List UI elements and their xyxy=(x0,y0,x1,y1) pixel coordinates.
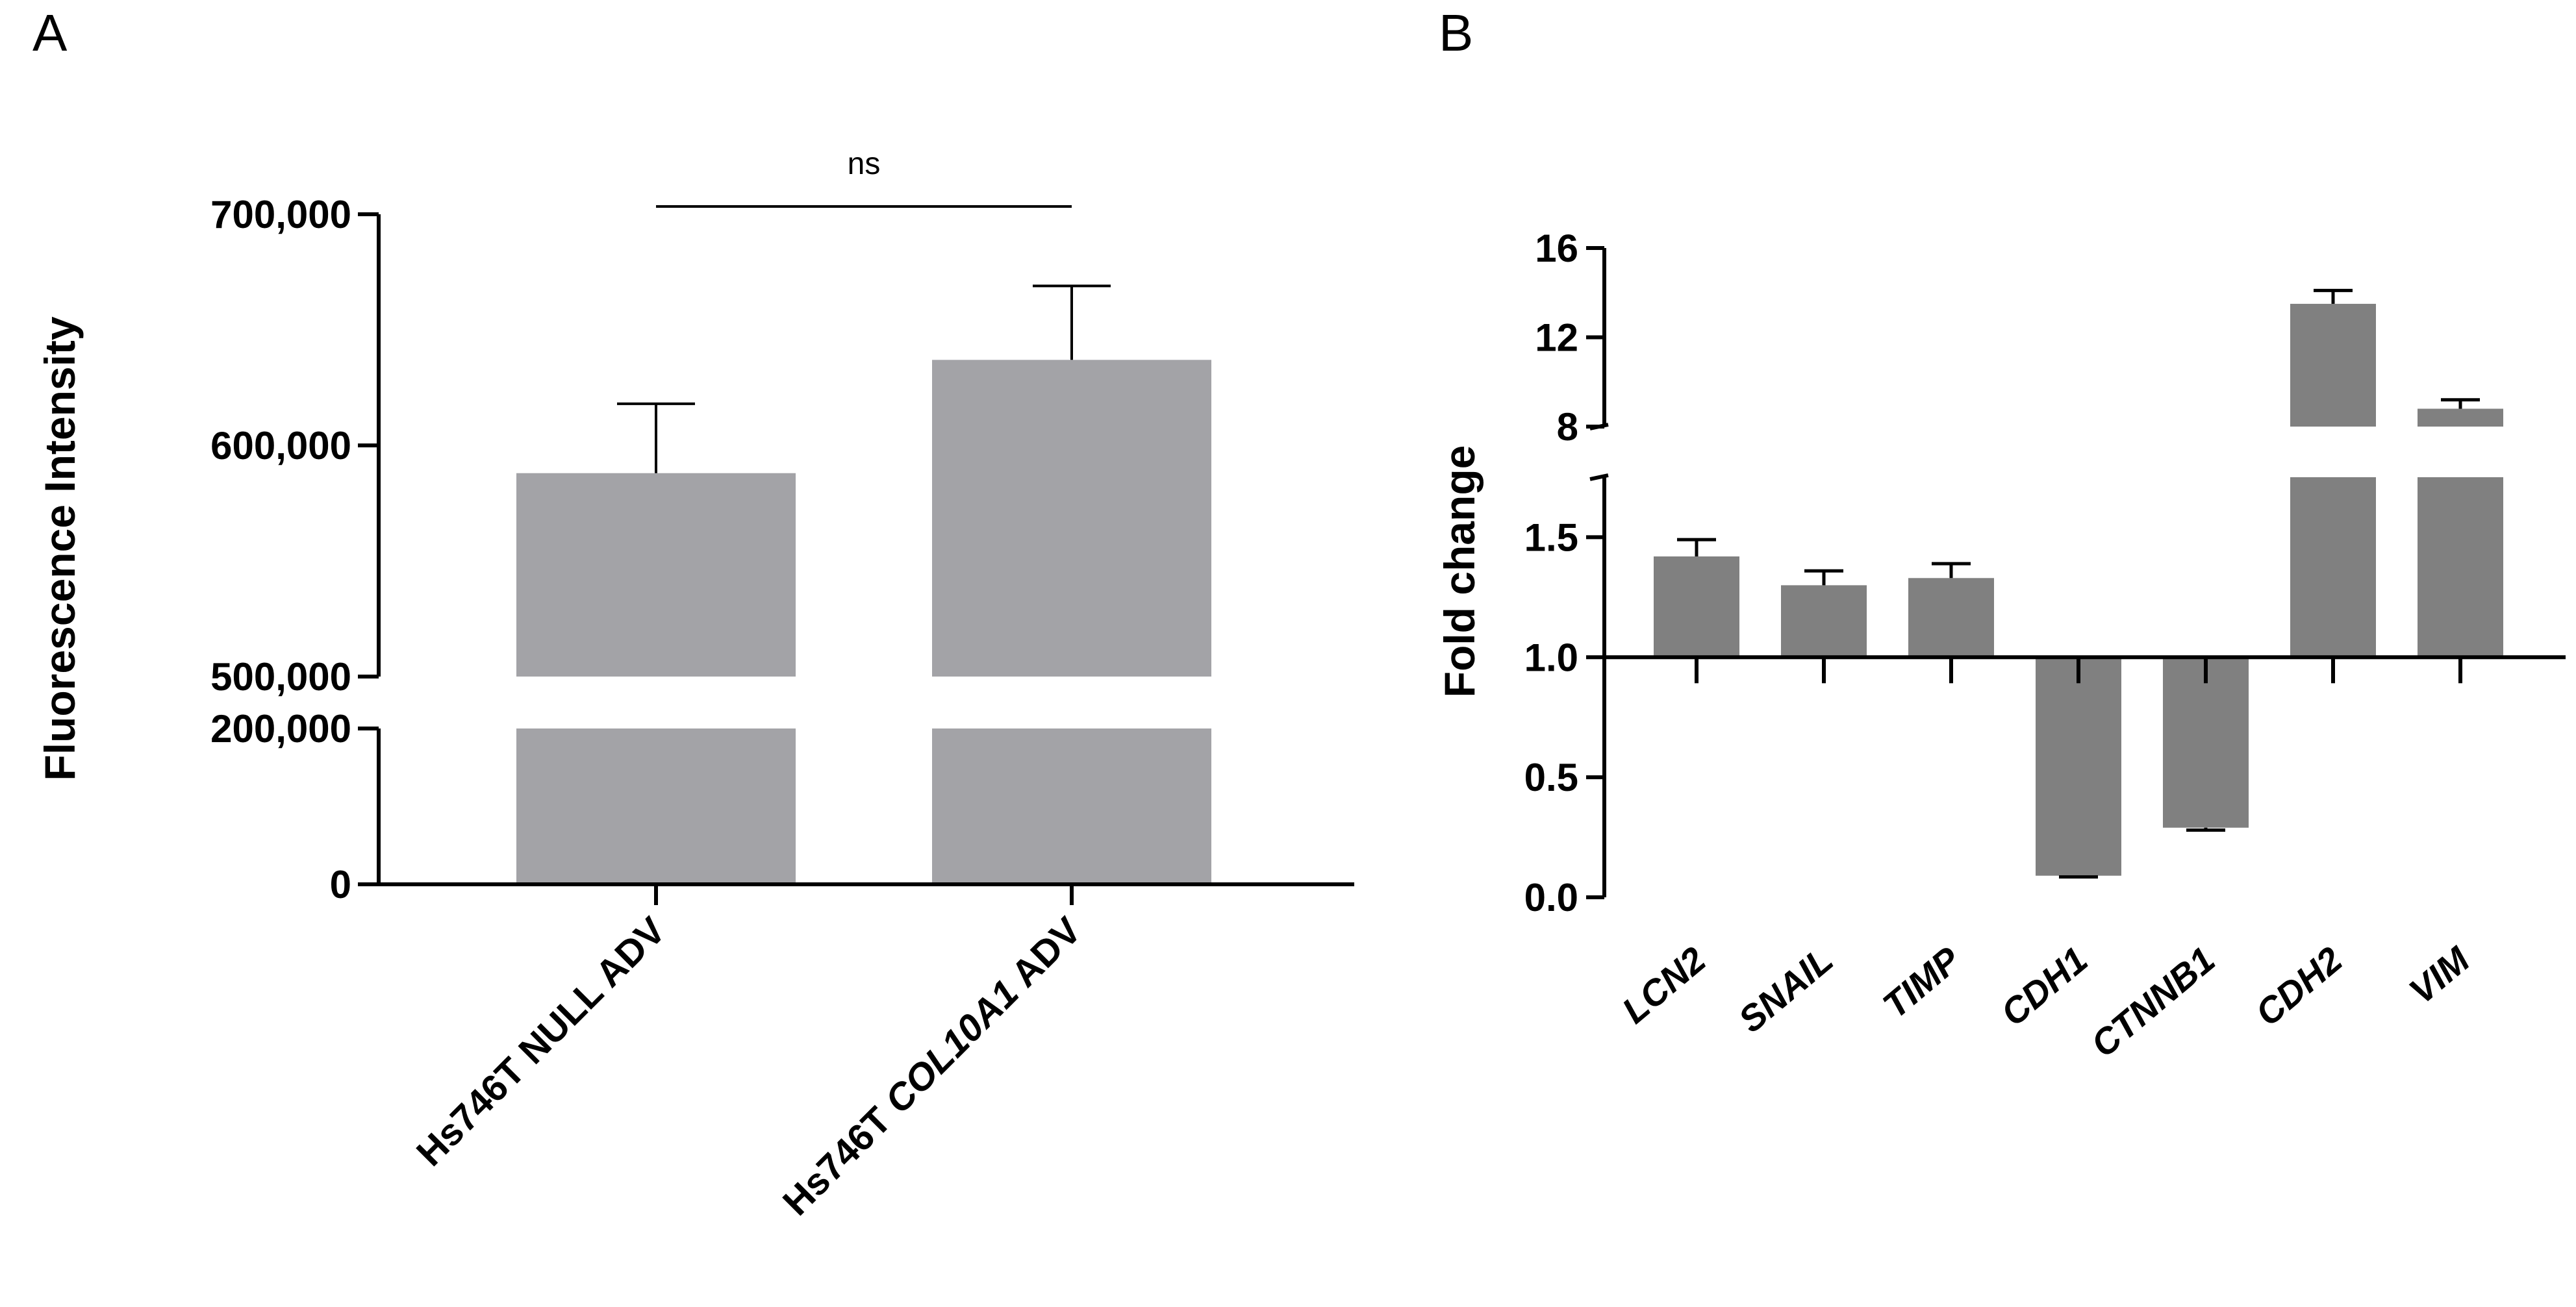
x-category-label: CDH2 xyxy=(2247,939,2349,1034)
bar xyxy=(2036,657,2121,876)
y-tick-label: 8 xyxy=(1557,405,1578,449)
bar xyxy=(516,473,796,677)
panel-b-letter: B xyxy=(1439,4,1473,62)
bar xyxy=(1654,556,1739,658)
bar xyxy=(932,360,1211,677)
bar xyxy=(1908,578,1994,658)
y-tick-label: 500,000 xyxy=(210,655,351,699)
y-tick-label: 700,000 xyxy=(210,193,351,236)
axis-break-mark xyxy=(1589,473,1609,481)
panel-b-bars xyxy=(1654,288,2503,879)
panel-a-y-axis-title: Fluorescence Intensity xyxy=(36,316,84,781)
bar-lower-segment xyxy=(516,728,796,884)
panel-a-letter: A xyxy=(32,4,68,62)
x-category-label-part: COL10A1 xyxy=(877,972,1027,1122)
x-category-label: Hs746T NULL ADV xyxy=(409,909,674,1175)
x-category-label: VIM xyxy=(2401,938,2478,1012)
bar xyxy=(2163,657,2249,828)
panel-b-y-ticks: 0.0 0.5 1.0 1.5 8 12 16 xyxy=(1524,227,1604,919)
x-category-label: CDH1 xyxy=(1993,939,2095,1034)
panel-a-bars xyxy=(516,284,1211,884)
y-tick-label: 200,000 xyxy=(210,707,351,751)
x-category-label-part: Hs746T NULL ADV xyxy=(409,909,674,1175)
x-category-label: LCN2 xyxy=(1614,939,1713,1031)
bar-lower-segment xyxy=(2418,477,2503,658)
y-tick-label: 1.0 xyxy=(1524,636,1578,679)
x-category-label: SNAIL xyxy=(1731,939,1841,1040)
y-tick-label: 0.5 xyxy=(1524,756,1578,799)
y-tick-label: 1.5 xyxy=(1524,516,1578,559)
y-tick-label: 12 xyxy=(1535,316,1578,360)
significance-label: ns xyxy=(848,147,881,181)
x-category-label: Hs746T COL10A1 ADV xyxy=(775,909,1090,1224)
panel-b-y-axis-title: Fold change xyxy=(1435,445,1484,698)
panel-a-significance: ns xyxy=(656,147,1072,208)
y-tick-label: 0.0 xyxy=(1524,876,1578,919)
x-category-label: TIMP xyxy=(1875,939,1968,1027)
bar xyxy=(2418,408,2503,427)
bar xyxy=(2290,303,2376,427)
bar xyxy=(1781,585,1867,658)
x-category-label: CTNNB1 xyxy=(2083,939,2222,1065)
y-tick-label: 600,000 xyxy=(210,424,351,467)
y-tick-label: 0 xyxy=(330,863,351,906)
x-category-label-part: Hs746T xyxy=(775,1091,907,1223)
panel-a-x-labels: Hs746T NULL ADV Hs746T COL10A1 ADV xyxy=(409,909,1090,1224)
bar-lower-segment xyxy=(932,728,1211,884)
y-tick-label: 16 xyxy=(1535,227,1578,270)
bar-lower-segment xyxy=(2290,477,2376,658)
panel-a-y-ticks: 0 200,000 500,000 600,000 700,000 xyxy=(210,193,379,906)
